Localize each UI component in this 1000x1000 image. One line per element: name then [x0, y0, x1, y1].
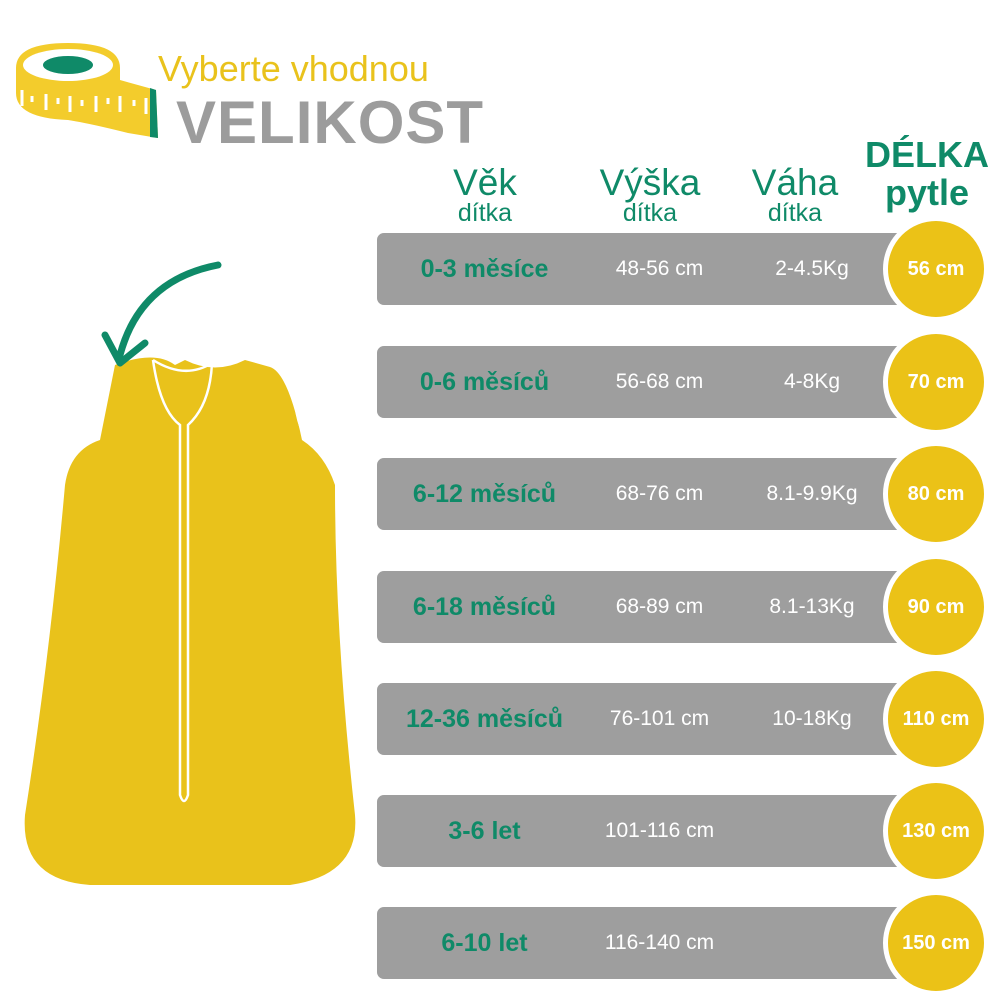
weight-value	[742, 907, 882, 979]
weight-value	[742, 795, 882, 867]
weight-value: 8.1-13Kg	[769, 595, 855, 618]
size-row: 6-12 měsíců 68-76 cm 8.1-9.9Kg	[377, 458, 917, 530]
age-value: 0-6 měsíců	[419, 368, 550, 396]
size-row: 3-6 let 101-116 cm	[377, 795, 917, 867]
age-sublabel: dítka	[457, 199, 513, 227]
height-value: 68-76 cm	[615, 482, 704, 505]
column-header-weight: Váha dítka	[730, 164, 860, 226]
subtitle: Vyberte vhodnou	[158, 48, 429, 89]
age-value: 6-12 měsíců	[412, 480, 557, 508]
age-value: 0-3 měsíce	[420, 255, 549, 283]
height-sublabel: dítka	[622, 199, 678, 227]
age-value: 6-10 let	[441, 929, 528, 957]
age-value: 12-36 měsíců	[405, 705, 564, 733]
sleeping-bag-illustration	[24, 357, 356, 885]
weight-value: 8.1-9.9Kg	[766, 482, 858, 505]
length-badge: 70 cm	[883, 329, 989, 435]
measuring-tape-icon	[16, 43, 158, 138]
weight-value: 2-4.5Kg	[775, 257, 849, 280]
height-value: 68-89 cm	[615, 595, 704, 618]
weight-label: Váha	[751, 162, 839, 203]
size-row: 12-36 měsíců 76-101 cm 10-18Kg	[377, 683, 917, 755]
height-value: 48-56 cm	[615, 257, 704, 280]
length-badge: 90 cm	[883, 554, 989, 660]
height-value: 56-68 cm	[615, 370, 704, 393]
column-header-height: Výška dítka	[580, 164, 720, 226]
length-badge: 150 cm	[883, 890, 989, 996]
length-label: DÉLKA	[865, 134, 989, 175]
height-label: Výška	[599, 162, 701, 203]
length-badge: 80 cm	[883, 441, 989, 547]
weight-value: 4-8Kg	[783, 370, 841, 393]
age-value: 6-18 měsíců	[412, 593, 557, 621]
length-badge: 130 cm	[883, 778, 989, 884]
size-row: 6-18 měsíců 68-89 cm 8.1-13Kg	[377, 571, 917, 643]
page-title: VELIKOST	[176, 89, 485, 156]
age-value: 3-6 let	[448, 817, 521, 845]
weight-sublabel: dítka	[767, 199, 823, 227]
size-row: 6-10 let 116-140 cm	[377, 907, 917, 979]
height-value: 101-116 cm	[604, 819, 715, 842]
column-header-length: DÉLKA pytle	[852, 136, 1000, 212]
height-value: 116-140 cm	[604, 931, 715, 954]
size-row: 0-6 měsíců 56-68 cm 4-8Kg	[377, 346, 917, 418]
column-header-age: Věk dítka	[420, 164, 550, 226]
length-badge: 110 cm	[883, 666, 989, 772]
size-row: 0-3 měsíce 48-56 cm 2-4.5Kg	[377, 233, 917, 305]
arrow-icon	[101, 261, 222, 367]
height-value: 76-101 cm	[609, 707, 710, 730]
length-badge: 56 cm	[883, 216, 989, 322]
length-sublabel: pytle	[884, 171, 970, 213]
weight-value: 10-18Kg	[772, 707, 852, 730]
age-label: Věk	[453, 162, 517, 203]
